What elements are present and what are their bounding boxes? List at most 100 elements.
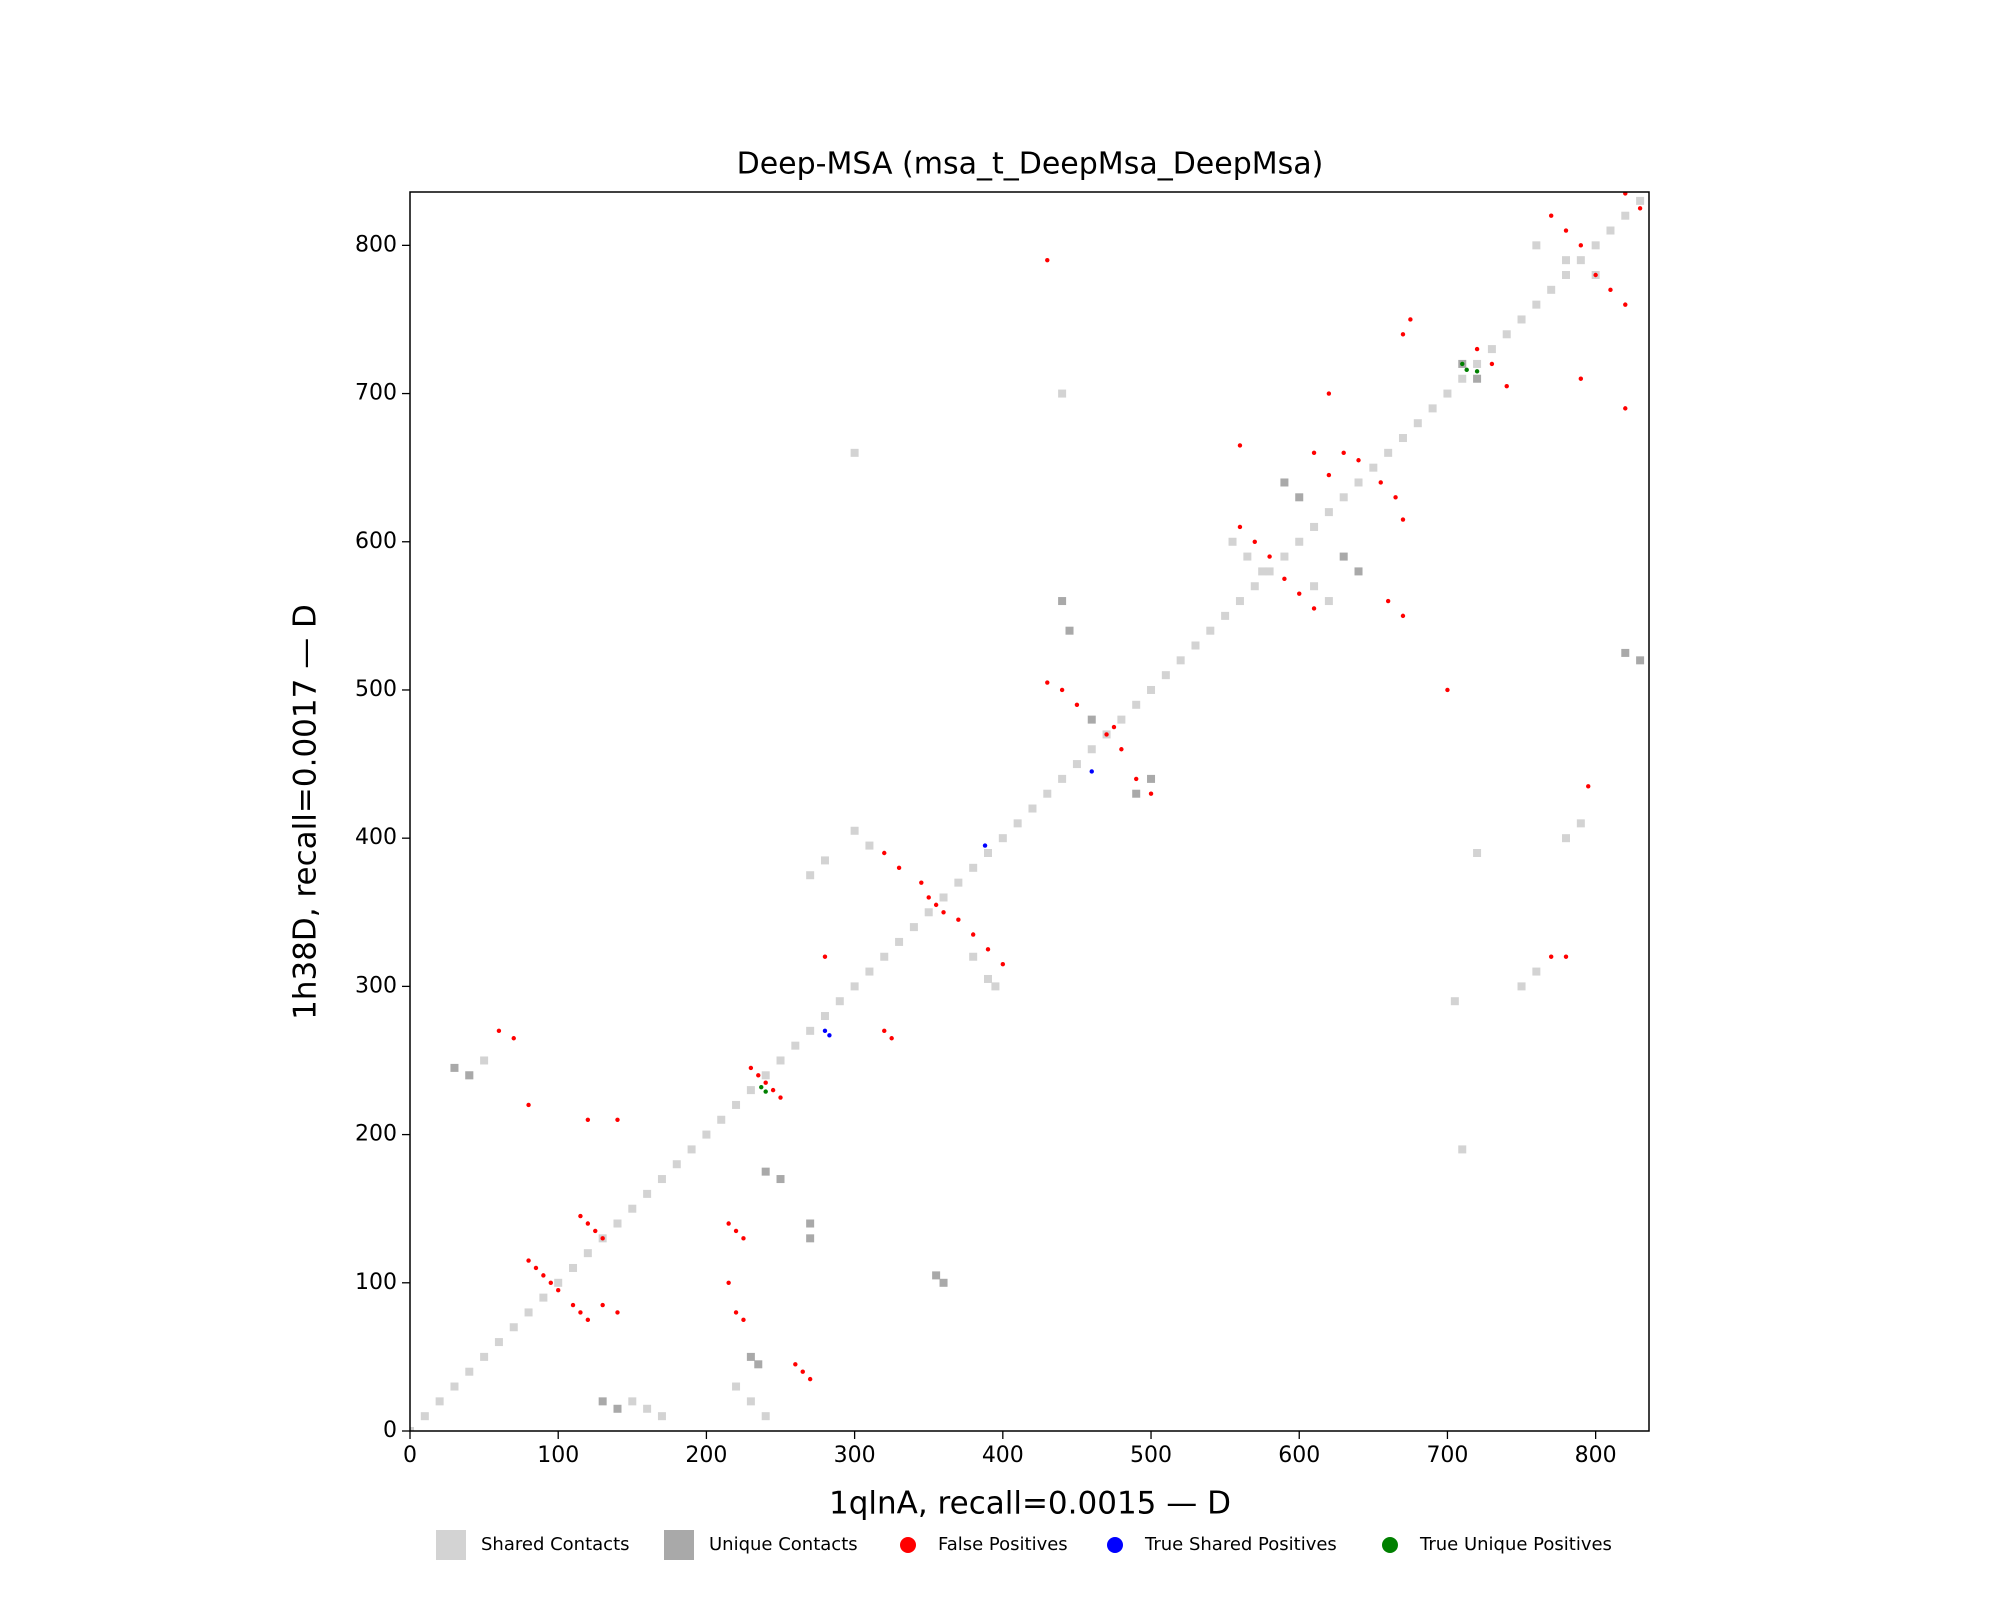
positive-point [1393, 495, 1398, 500]
contact-point [539, 1293, 548, 1302]
legend-item: False Positives [900, 1534, 1068, 1555]
legend-swatch [664, 1530, 694, 1560]
contact-point [1443, 389, 1452, 398]
positive-point [1000, 961, 1006, 967]
positive-point [1586, 784, 1591, 789]
legend-label: Shared Contacts [481, 1534, 630, 1555]
contact-point [1310, 582, 1319, 591]
contact-point [687, 1145, 696, 1154]
contact-point [1591, 241, 1600, 250]
positive-point [763, 1080, 768, 1085]
y-tick-label: 100 [355, 1270, 397, 1295]
positive-point [1326, 391, 1332, 396]
contact-point [1243, 552, 1252, 561]
contact-point [1487, 345, 1496, 354]
positive-point [726, 1221, 731, 1226]
contact-point [480, 1056, 489, 1065]
y-tick-label: 400 [355, 825, 397, 850]
positive-point [548, 1280, 553, 1285]
positive-point [585, 1317, 591, 1323]
contact-point [1206, 626, 1215, 635]
contact-point [1450, 997, 1459, 1006]
positive-point [1445, 687, 1450, 693]
contact-point [1576, 819, 1585, 828]
contact-point [1621, 211, 1630, 220]
positive-point [1623, 406, 1628, 411]
positive-point [956, 917, 961, 922]
contact-point [643, 1189, 652, 1198]
contact-point [1384, 448, 1393, 457]
contact-point [1502, 330, 1511, 339]
contact-point [1013, 819, 1022, 828]
positive-point [759, 1084, 764, 1090]
positive-point [1548, 213, 1554, 218]
positive-point [1045, 680, 1050, 685]
contact-point [1265, 567, 1274, 576]
contact-point [1295, 493, 1304, 502]
legend-swatch [1107, 1537, 1123, 1553]
positive-point [1119, 747, 1124, 752]
positive-point [882, 1028, 887, 1034]
contact-point [806, 1219, 815, 1228]
positive-point [1311, 606, 1317, 611]
positive-point [1111, 724, 1117, 730]
positive-point [1326, 472, 1332, 478]
positive-point [1297, 591, 1302, 596]
contact-point [1280, 478, 1289, 487]
contact-point [984, 848, 993, 857]
contact-point [806, 1026, 815, 1035]
y-tick-label: 500 [355, 677, 397, 702]
positive-point [600, 1302, 605, 1308]
contact-point [450, 1382, 459, 1391]
positive-point [933, 902, 939, 908]
contact-point [984, 974, 993, 983]
positive-point [526, 1258, 531, 1263]
contact-point [835, 997, 844, 1006]
contact-point [1028, 804, 1037, 813]
x-axis-label: 1qlnA, recall=0.0015 — D [829, 1486, 1231, 1522]
contact-point [776, 1175, 785, 1184]
contact-point [761, 1071, 770, 1080]
contact-point [1517, 982, 1526, 991]
positive-point [615, 1117, 620, 1122]
y-tick-label: 800 [355, 232, 397, 257]
x-tick-label: 300 [834, 1443, 876, 1468]
y-axis-label: 1h38D, recall=0.0017 — D [288, 604, 324, 1020]
positive-point [1059, 687, 1065, 693]
positive-point [496, 1028, 502, 1034]
contact-point [717, 1115, 726, 1124]
positive-point [1089, 769, 1094, 774]
contact-point [494, 1338, 503, 1347]
positive-point [982, 843, 988, 848]
x-tick-label: 400 [982, 1443, 1024, 1468]
positive-point [778, 1095, 783, 1100]
contact-point [1562, 256, 1571, 265]
contact-point [628, 1204, 637, 1213]
positive-point [896, 865, 902, 871]
positive-point [570, 1302, 576, 1308]
contact-point [1517, 315, 1526, 324]
y-tick-label: 200 [355, 1122, 397, 1147]
contact-point [628, 1397, 637, 1406]
contact-point [480, 1352, 489, 1361]
contact-point [969, 952, 978, 961]
contact-point [1176, 656, 1185, 665]
contact-point [569, 1263, 578, 1272]
positive-point [970, 932, 976, 937]
positive-point [733, 1228, 739, 1234]
contact-point [1369, 463, 1378, 472]
contact-point [1458, 1145, 1467, 1154]
x-tick-label: 600 [1278, 1443, 1320, 1468]
positive-point [1408, 317, 1413, 322]
contact-point [1221, 611, 1230, 620]
positive-point [926, 895, 931, 900]
contact-point [1324, 508, 1333, 517]
contact-point [1147, 774, 1156, 783]
contact-point [932, 1271, 941, 1280]
contact-point [1295, 537, 1304, 546]
contact-point [1191, 641, 1200, 650]
contact-point [991, 982, 1000, 991]
legend-label: True Unique Positives [1419, 1534, 1612, 1555]
